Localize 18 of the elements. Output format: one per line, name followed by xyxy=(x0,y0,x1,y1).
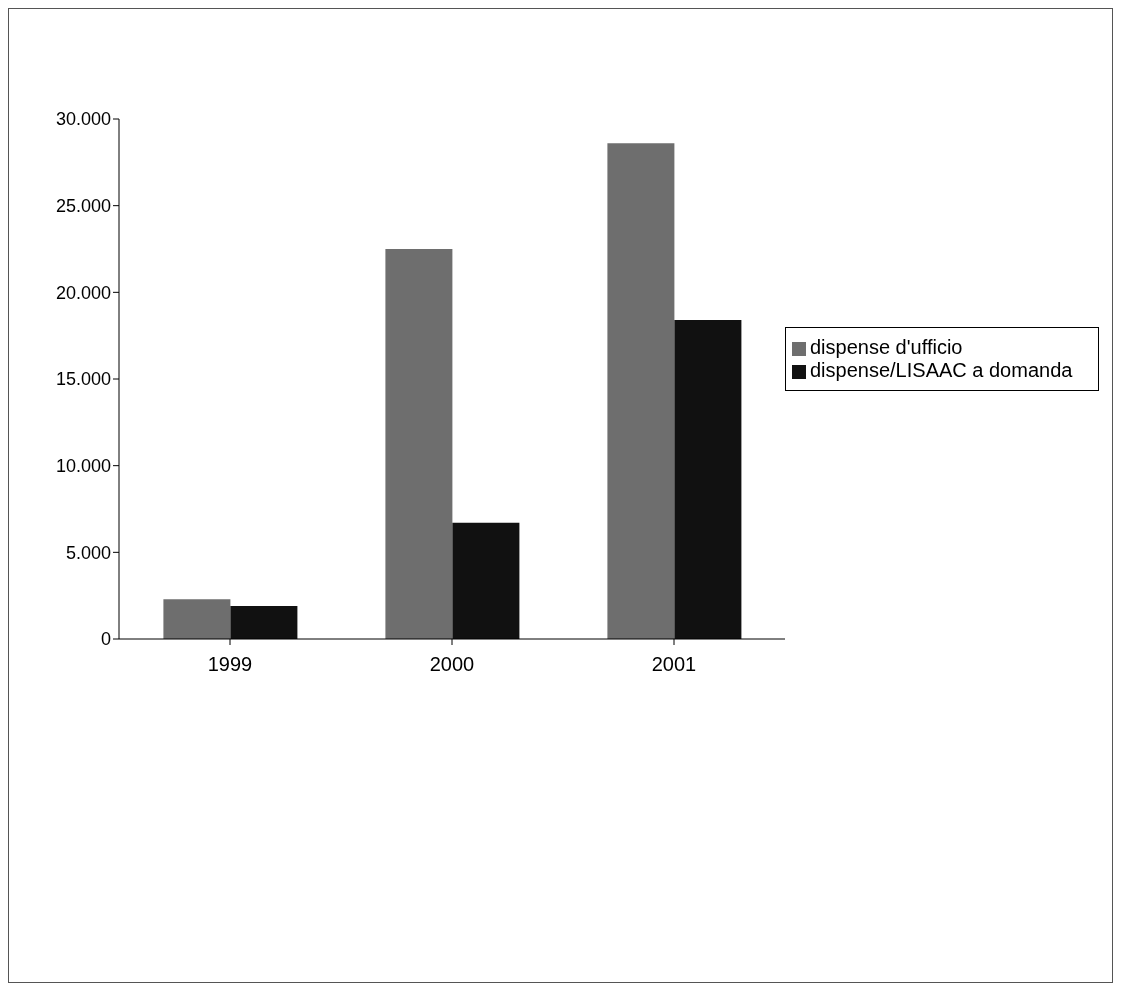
bar xyxy=(385,249,453,639)
bar xyxy=(607,143,675,639)
x-tick-label: 1999 xyxy=(207,653,253,676)
y-tick-label: 0 xyxy=(100,629,111,650)
y-tick-label: 30.000 xyxy=(55,109,111,130)
bar xyxy=(674,320,742,639)
y-tick-label: 25.000 xyxy=(55,196,111,217)
y-tick-label: 15.000 xyxy=(55,369,111,390)
y-tick-label: 5.000 xyxy=(65,542,111,563)
y-tick-label: 10.000 xyxy=(55,456,111,477)
bar xyxy=(163,599,231,639)
bar xyxy=(230,606,298,639)
bar xyxy=(452,522,520,639)
x-tick-label: 2000 xyxy=(429,653,475,676)
legend-label: dispense/LISAAC a domanda xyxy=(810,359,1073,381)
legend-label: dispense d'ufficio xyxy=(810,336,963,358)
x-tick-label: 2001 xyxy=(651,653,697,676)
y-tick-label: 20.000 xyxy=(55,282,111,303)
